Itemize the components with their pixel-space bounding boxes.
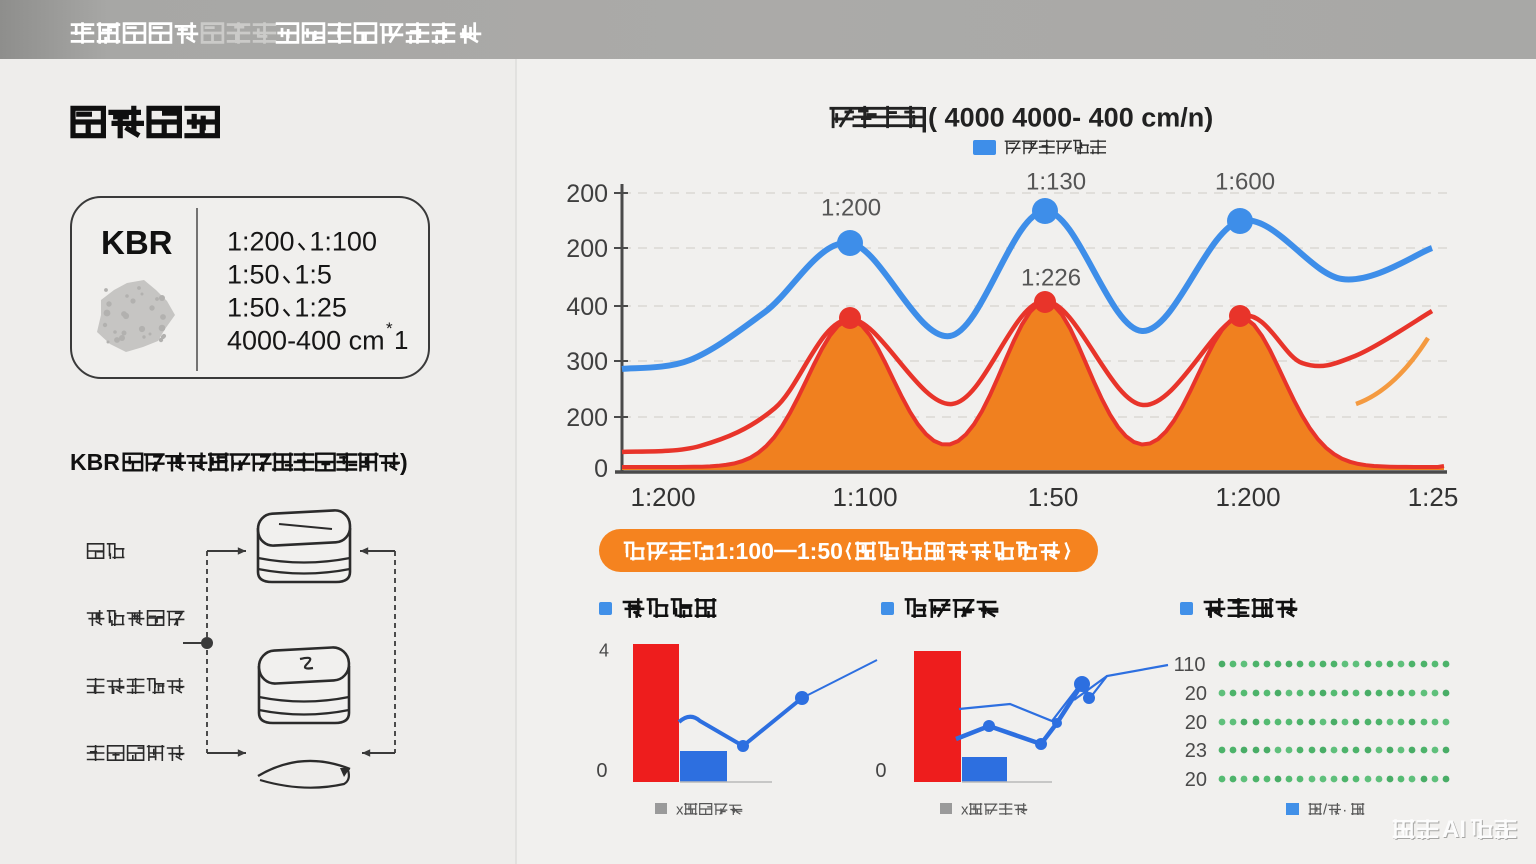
svg-text:4000-400 cm: 4000-400 cm	[227, 326, 385, 356]
svg-text:·: ·	[1342, 801, 1347, 818]
svg-text:0: 0	[594, 455, 608, 483]
svg-text:x: x	[961, 801, 969, 818]
svg-text:1: 1	[394, 325, 408, 355]
svg-text:300: 300	[566, 348, 608, 376]
svg-text:0: 0	[875, 760, 886, 782]
svg-text:1:130: 1:130	[1026, 169, 1086, 196]
svg-text:400: 400	[566, 293, 608, 321]
svg-text:|( 4000 4000- 400 cm/n): |( 4000 4000- 400 cm/n)	[921, 103, 1214, 133]
svg-text:4: 4	[599, 640, 609, 660]
svg-text:1:25: 1:25	[294, 293, 347, 323]
svg-text:1:50: 1:50	[227, 260, 280, 290]
svg-text:1:200: 1:200	[1216, 482, 1281, 512]
svg-text:1:25: 1:25	[1408, 482, 1459, 512]
svg-text:1:100: 1:100	[833, 482, 898, 512]
svg-text:200: 200	[566, 235, 608, 263]
svg-text:0: 0	[596, 760, 607, 782]
svg-text:1:100: 1:100	[309, 227, 377, 257]
svg-text:AI: AI	[1443, 817, 1467, 844]
svg-text:AI: AI	[1442, 816, 1466, 843]
svg-text:200: 200	[566, 180, 608, 208]
svg-text:1:226: 1:226	[1021, 265, 1081, 292]
svg-text:KBR: KBR	[70, 449, 120, 475]
svg-text:1:50: 1:50	[227, 293, 280, 323]
svg-text:*: *	[386, 319, 393, 338]
svg-text:1:600: 1:600	[1215, 169, 1275, 196]
svg-text:1:200: 1:200	[821, 195, 881, 222]
svg-text:1:200: 1:200	[227, 227, 295, 257]
svg-text:20: 20	[1185, 712, 1207, 734]
svg-text:20: 20	[1185, 769, 1207, 791]
svg-text:x: x	[676, 801, 684, 818]
svg-text:23: 23	[1185, 740, 1207, 762]
svg-text:110: 110	[1174, 654, 1206, 676]
svg-text:): )	[400, 449, 408, 475]
svg-text:200: 200	[566, 404, 608, 432]
svg-text:1:100: 1:100	[715, 538, 774, 564]
svg-text:/: /	[1323, 801, 1328, 818]
svg-text:1:50: 1:50	[1028, 482, 1079, 512]
svg-text:20: 20	[1185, 683, 1207, 705]
svg-text:KBR: KBR	[101, 224, 173, 261]
svg-text:1:50: 1:50	[797, 538, 843, 564]
svg-text:1:200: 1:200	[631, 482, 696, 512]
svg-text:1:5: 1:5	[294, 260, 332, 290]
